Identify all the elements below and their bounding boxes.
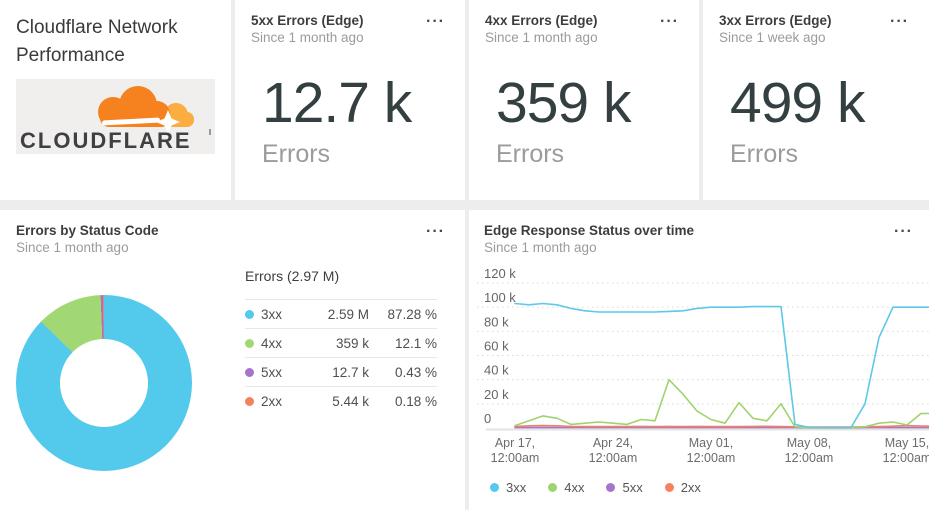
card-header: 5xx Errors (Edge) Since 1 month ago — [251, 12, 425, 46]
ellipsis-menu-icon: ··· — [426, 223, 445, 240]
table-row[interactable]: 3xx 2.59 M 87.28 % — [245, 299, 437, 328]
svg-text:May 01,12:00am: May 01, 12:00am — [687, 436, 736, 465]
card-subtitle: Since 1 month ago — [16, 240, 129, 255]
card-subtitle: Since 1 month ago — [251, 30, 364, 45]
ellipsis-menu-icon: ··· — [894, 223, 913, 240]
legend-item-4xx[interactable]: 4xx — [548, 480, 584, 495]
svg-text:CLOUDFLARE: CLOUDFLARE — [20, 128, 192, 153]
series-dot-3xx — [245, 309, 254, 319]
series-percent: 12.1 % — [394, 335, 437, 351]
card-subtitle: Since 1 week ago — [719, 30, 826, 45]
svg-text:100 k: 100 k — [484, 290, 516, 305]
legend-item-3xx[interactable]: 3xx — [490, 480, 526, 495]
stat-label: Errors — [262, 140, 331, 168]
series-label: 5xx — [261, 364, 283, 380]
series-percent: 0.18 % — [394, 393, 437, 409]
card-header: Errors by Status Code Since 1 month ago — [16, 222, 425, 256]
line-chart-legend: 3xx 4xx 5xx 2xx — [490, 480, 701, 495]
legend-label: 3xx — [506, 480, 527, 495]
svg-text:Apr 24,12:00am: Apr 24, 12:00am — [589, 436, 638, 465]
series-value: 5.44 k — [332, 393, 369, 409]
series-label: 3xx — [261, 306, 283, 322]
stat-card-5xx: 5xx Errors (Edge) Since 1 month ago ··· … — [235, 0, 465, 200]
svg-text:May 08,12:00am: May 08, 12:00am — [785, 436, 834, 465]
series-value: 359 k — [335, 335, 369, 351]
card-title: 3xx Errors (Edge) — [719, 13, 832, 28]
card-title: 5xx Errors (Edge) — [251, 13, 364, 28]
legend-dot-5xx — [606, 483, 616, 492]
edge-response-status-card: 0 20 k 40 k 60 k 80 k 100 k 120 k Apr 17, 12:00a… — [469, 210, 929, 510]
stat-label: Errors — [496, 140, 565, 168]
donut-chart[interactable] — [16, 295, 192, 471]
page-title: Cloudflare Network Performance — [16, 17, 178, 66]
svg-text:120 k: 120 k — [484, 266, 516, 281]
legend-dot-2xx — [664, 483, 674, 492]
ellipsis-menu-icon: ··· — [426, 13, 445, 30]
donut-legend-table: Errors (2.97 M) 3xx 2.59 M 87.28 % 4xx 3… — [245, 268, 437, 415]
legend-dot-4xx — [548, 483, 558, 492]
legend-item-5xx[interactable]: 5xx — [606, 480, 643, 495]
svg-text:Apr 17,12:00am: Apr 17, 12:00am — [491, 436, 540, 465]
card-menu-button[interactable]: ··· — [888, 14, 911, 30]
card-title: Errors by Status Code — [16, 223, 159, 238]
svg-text:80 k: 80 k — [484, 314, 509, 329]
stat-card-4xx: 4xx Errors (Edge) Since 1 month ago ··· … — [469, 0, 699, 200]
legend-label: 4xx — [564, 480, 585, 495]
series-value: 12.7 k — [332, 364, 369, 380]
series-label: 2xx — [261, 393, 283, 409]
card-menu-button[interactable]: ··· — [892, 224, 915, 240]
table-row[interactable]: 5xx 12.7 k 0.43 % — [245, 357, 437, 386]
table-row[interactable]: 2xx 5.44 k 0.18 % — [245, 386, 437, 415]
svg-text:0: 0 — [484, 411, 491, 426]
legend-dot-3xx — [490, 483, 499, 492]
svg-text:60 k: 60 k — [484, 339, 509, 354]
line-chart[interactable]: 0 20 k 40 k 60 k 80 k 100 k 120 k Apr 17, 12:00a… — [469, 210, 929, 510]
series-percent: 87.28 % — [387, 306, 437, 322]
series-dot-4xx — [245, 338, 254, 348]
legend-item-2xx[interactable]: 2xx — [664, 480, 701, 495]
card-header: Edge Response Status over time Since 1 m… — [484, 222, 889, 256]
svg-text:May 15,12:00am: May 15, 12:00am — [883, 436, 929, 465]
card-subtitle: Since 1 month ago — [484, 240, 597, 255]
card-menu-button[interactable]: ··· — [424, 224, 447, 240]
cloudflare-cloud-icon: CLOUDFLARE — [20, 86, 211, 153]
legend-label: 5xx — [622, 480, 643, 495]
card-menu-button[interactable]: ··· — [658, 14, 681, 30]
series-label: 4xx — [261, 335, 283, 351]
card-header: 3xx Errors (Edge) Since 1 week ago — [719, 12, 889, 46]
stat-card-3xx: 3xx Errors (Edge) Since 1 week ago ··· 4… — [703, 0, 929, 200]
header-card: Cloudflare Network Performance CLOUDFLAR… — [0, 0, 231, 200]
card-title: 4xx Errors (Edge) — [485, 13, 598, 28]
donut-legend-header: Errors (2.97 M) — [245, 268, 340, 284]
card-subtitle: Since 1 month ago — [485, 30, 598, 45]
card-menu-button[interactable]: ··· — [424, 14, 447, 30]
ellipsis-menu-icon: ··· — [890, 13, 909, 30]
svg-text:40 k: 40 k — [484, 363, 509, 378]
card-title: Edge Response Status over time — [484, 223, 695, 238]
errors-by-status-card: Errors by Status Code Since 1 month ago … — [0, 210, 465, 510]
ellipsis-menu-icon: ··· — [660, 13, 679, 30]
stat-value: 359 k — [496, 71, 631, 135]
stat-value: 499 k — [730, 71, 865, 135]
table-row[interactable]: 4xx 359 k 12.1 % — [245, 328, 437, 357]
series-value: 2.59 M — [327, 306, 369, 322]
card-header: 4xx Errors (Edge) Since 1 month ago — [485, 12, 659, 46]
stat-value: 12.7 k — [262, 71, 412, 135]
series-dot-2xx — [245, 396, 254, 406]
cloudflare-logo: CLOUDFLARE — [16, 79, 215, 154]
stat-label: Errors — [730, 140, 799, 168]
series-percent: 0.43 % — [394, 364, 437, 380]
legend-label: 2xx — [680, 480, 701, 495]
series-dot-5xx — [245, 367, 254, 377]
svg-text:20 k: 20 k — [484, 387, 509, 402]
